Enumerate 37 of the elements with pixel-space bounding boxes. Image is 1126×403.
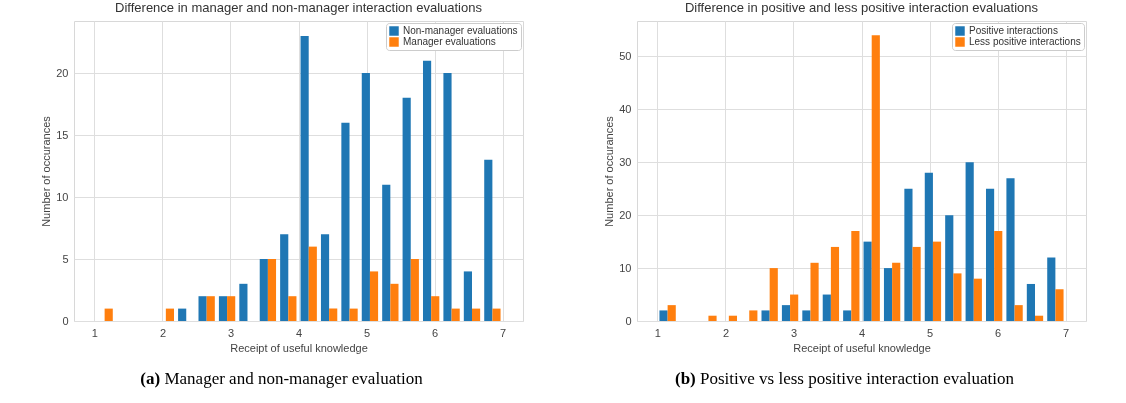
y-tick-label: 15 (56, 128, 69, 141)
x-tick-label: 7 (500, 326, 507, 339)
y-tick-label: 30 (619, 155, 632, 168)
y-tick-label: 20 (619, 208, 632, 221)
legend-label: Positive interactions (969, 25, 1058, 36)
x-tick-label: 7 (1063, 326, 1070, 339)
y-tick-label: 10 (619, 261, 632, 274)
x-tick-label: 4 (858, 326, 866, 339)
y-tick-label: 10 (56, 190, 69, 203)
y-tick-label: 0 (625, 314, 632, 327)
y-tick-label: 50 (619, 49, 632, 62)
y-axis-title: Number of occurances (40, 115, 53, 227)
x-tick-label: 3 (227, 326, 235, 339)
chart-title: Difference in manager and non-manager interaction evaluations (115, 0, 483, 15)
x-tick-label: 6 (432, 326, 439, 339)
y-axis-title: Number of occurances (603, 115, 616, 227)
x-tick-label: 2 (159, 326, 166, 339)
x-tick-label: 5 (363, 326, 371, 339)
y-tick-label: 40 (619, 102, 632, 115)
legend-label: Less positive interactions (969, 36, 1081, 47)
x-tick-label: 2 (722, 326, 729, 339)
x-axis-title: Receipt of useful knowledge (230, 341, 368, 354)
chart-title: Difference in positive and less positive interaction evaluations (684, 0, 1039, 15)
x-tick-label: 1 (654, 326, 661, 339)
legend-label: Non-manager evaluations (403, 25, 518, 36)
text: (b) Positive vs less positive interaction evaluation (674, 369, 1014, 389)
y-tick-label: 5 (62, 252, 69, 265)
x-tick-label: 3 (790, 326, 798, 339)
x-tick-label: 6 (995, 326, 1002, 339)
y-tick-label: 0 (62, 314, 69, 327)
x-tick-label: 5 (926, 326, 934, 339)
text: (a) Manager and non-manager evaluation (140, 369, 423, 389)
x-axis-title: Receipt of useful knowledge (793, 341, 931, 354)
x-tick-label: 1 (91, 326, 98, 339)
x-tick-label: 4 (295, 326, 303, 339)
y-tick-label: 20 (56, 66, 69, 79)
legend-label: Manager evaluations (403, 36, 496, 47)
